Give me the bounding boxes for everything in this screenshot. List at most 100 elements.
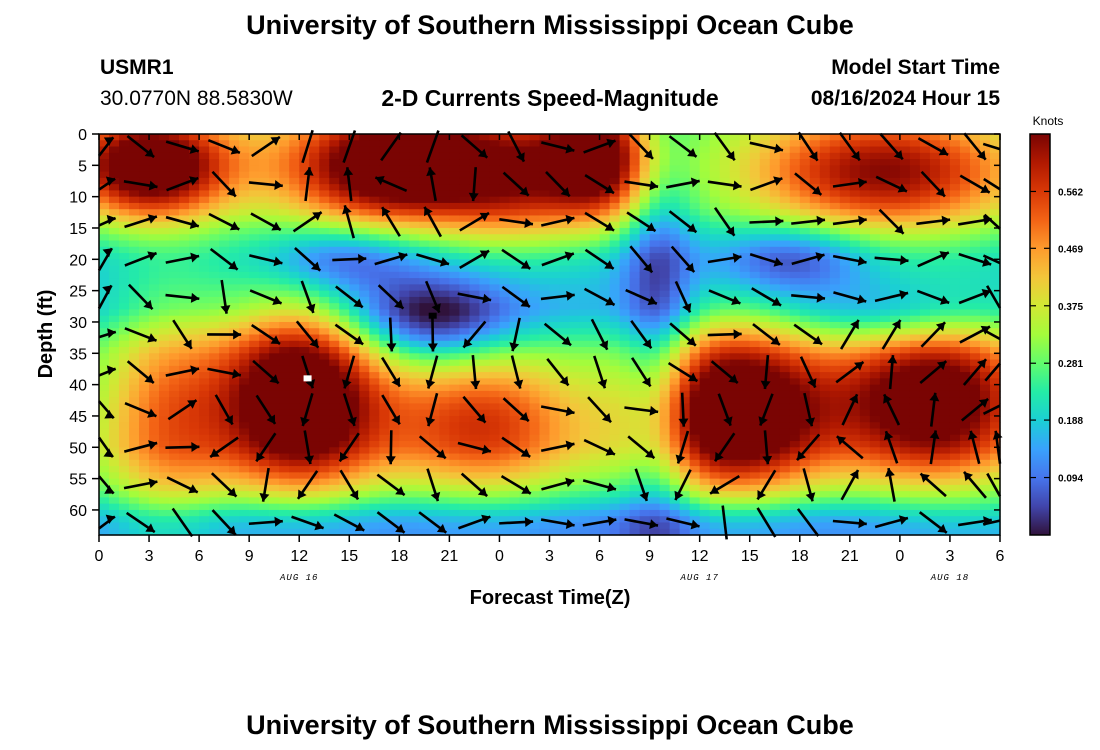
heatmap-cell — [269, 265, 280, 273]
heatmap-cell — [809, 340, 821, 348]
heatmap-cell — [759, 146, 771, 154]
heatmap-cell — [829, 309, 841, 317]
heatmap-cell — [219, 522, 230, 530]
heatmap-cell — [109, 509, 120, 517]
heatmap-cell — [229, 209, 240, 217]
heatmap-cell — [379, 215, 390, 223]
heatmap-cell — [489, 259, 501, 267]
heatmap-cell — [239, 409, 250, 417]
heatmap-cell — [759, 159, 771, 166]
heatmap-cell — [699, 491, 711, 499]
heatmap-cell — [519, 459, 531, 467]
heatmap-cell — [709, 177, 721, 185]
heatmap-cell — [359, 152, 370, 160]
heatmap-cell — [319, 503, 330, 511]
heatmap-cell — [119, 202, 130, 210]
heatmap-cell — [569, 278, 581, 285]
heatmap-cell — [499, 472, 511, 480]
heatmap-cell — [239, 447, 250, 455]
heatmap-cell — [619, 491, 631, 499]
heatmap-cell — [399, 340, 410, 348]
heatmap-cell — [149, 271, 160, 279]
heatmap-cell — [869, 265, 881, 273]
heatmap-cell — [549, 265, 561, 273]
heatmap-cell — [469, 472, 481, 480]
heatmap-cell — [749, 415, 761, 423]
heatmap-cell — [319, 441, 330, 448]
heatmap-cell — [489, 190, 501, 198]
heatmap-cell — [169, 240, 180, 248]
heatmap-cell — [639, 503, 651, 511]
heatmap-cell — [219, 215, 230, 223]
heatmap-cell — [869, 140, 881, 148]
heatmap-cell — [169, 202, 180, 210]
heatmap-cell — [789, 177, 801, 185]
heatmap-cell — [659, 528, 671, 536]
heatmap-cell — [219, 509, 230, 517]
heatmap-cell — [819, 221, 831, 229]
heatmap-cell — [319, 359, 330, 367]
heatmap-cell — [719, 315, 731, 323]
heatmap-cell — [109, 240, 120, 248]
heatmap-cell — [549, 528, 561, 536]
heatmap-cell — [619, 522, 631, 530]
heatmap-cell — [779, 497, 791, 505]
heatmap-cell — [539, 184, 551, 191]
heatmap-cell — [609, 478, 621, 486]
heatmap-cell — [569, 509, 581, 517]
heatmap-cell — [669, 459, 681, 467]
heatmap-cell — [459, 140, 471, 148]
heatmap-cell — [869, 321, 881, 329]
heatmap-cell — [539, 177, 551, 185]
heatmap-cell — [119, 159, 130, 166]
heatmap-cell — [539, 190, 551, 198]
heatmap-cell — [489, 271, 501, 279]
heatmap-cell — [489, 472, 501, 480]
heatmap-cell — [649, 434, 661, 442]
heatmap-cell — [649, 202, 661, 210]
heatmap-cell — [369, 397, 380, 405]
heatmap-cell — [849, 434, 861, 442]
heatmap-cell — [499, 265, 511, 273]
heatmap-cell — [239, 428, 250, 436]
heatmap-cell — [749, 441, 761, 448]
heatmap-cell — [569, 472, 581, 480]
heatmap-cell — [329, 303, 340, 311]
heatmap-cell — [349, 240, 360, 248]
heatmap-cell — [489, 290, 501, 298]
heatmap-cell — [669, 484, 681, 492]
heatmap-cell — [339, 296, 350, 304]
heatmap-cell — [379, 271, 390, 279]
heatmap-cell — [349, 253, 360, 260]
heatmap-cell — [529, 290, 541, 298]
heatmap-cell — [599, 365, 611, 373]
heatmap-cell — [279, 278, 290, 285]
heatmap-cell — [409, 441, 420, 448]
heatmap-cell — [549, 184, 561, 191]
heatmap-cell — [819, 378, 831, 386]
heatmap-cell — [629, 278, 641, 285]
heatmap-cell — [579, 328, 591, 336]
heatmap-cell — [129, 209, 140, 217]
heatmap-cell — [499, 271, 511, 279]
heatmap-cell — [209, 378, 220, 386]
heatmap-cell — [749, 227, 761, 235]
heatmap-cell — [269, 397, 280, 405]
heatmap-cell — [279, 240, 290, 248]
heatmap-cell — [809, 278, 821, 285]
heatmap-cell — [339, 190, 350, 198]
heatmap-cell — [479, 466, 491, 473]
heatmap-cell — [829, 466, 841, 473]
heatmap-cell — [479, 347, 491, 354]
heatmap-cell — [369, 184, 380, 191]
heatmap-cell — [569, 296, 581, 304]
heatmap-cell — [569, 459, 581, 467]
heatmap-cell — [319, 397, 330, 405]
heatmap-cell — [549, 347, 561, 354]
heatmap-cell — [469, 441, 481, 448]
heatmap-cell — [789, 403, 801, 411]
heatmap-cell — [579, 140, 591, 148]
heatmap-cell — [289, 246, 300, 254]
heatmap-cell — [629, 478, 641, 486]
heatmap-cell — [569, 428, 581, 436]
